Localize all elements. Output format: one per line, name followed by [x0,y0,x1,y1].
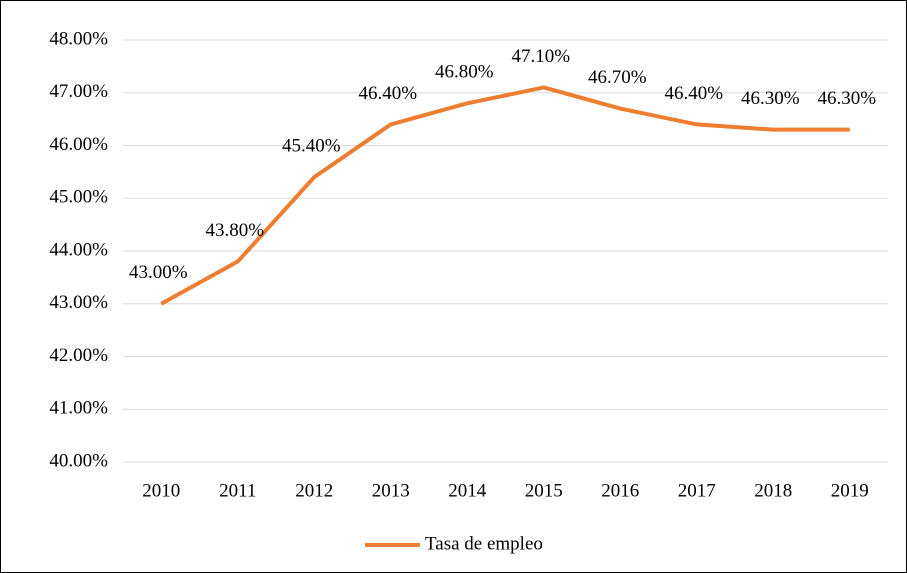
x-tick-label: 2016 [601,480,639,501]
x-tick-label: 2019 [831,480,869,501]
data-line [160,85,850,306]
x-tick-label: 2014 [448,480,487,501]
y-tick-label: 48.00% [49,28,108,49]
y-tick-label: 47.00% [49,81,108,102]
x-tick-label: 2010 [142,480,180,501]
data-label: 45.40% [282,136,341,157]
data-label: 46.30% [741,88,800,109]
x-tick-label: 2015 [525,480,563,501]
x-tick-label: 2011 [219,480,256,501]
y-tick-label: 46.00% [49,134,108,155]
legend-label: Tasa de empleo [425,533,543,554]
y-tick-label: 44.00% [49,239,108,260]
x-tick-label: 2017 [678,480,716,501]
y-tick-label: 43.00% [49,292,108,313]
data-label: 46.40% [664,83,723,104]
data-label: 47.10% [511,46,570,67]
x-tick-label: 2013 [372,480,410,501]
x-tick-label: 2018 [754,480,792,501]
data-label: 43.00% [129,262,188,283]
y-tick-label: 45.00% [49,187,108,208]
y-tick-label: 42.00% [49,345,108,366]
x-tick-label: 2012 [295,480,333,501]
y-tick-label: 41.00% [49,398,108,419]
data-label: 43.80% [205,220,264,241]
data-label: 46.70% [588,67,647,88]
data-label: 46.80% [435,62,494,83]
data-label: 46.40% [358,83,417,104]
y-tick-label: 40.00% [49,450,108,471]
data-label: 46.30% [817,88,876,109]
